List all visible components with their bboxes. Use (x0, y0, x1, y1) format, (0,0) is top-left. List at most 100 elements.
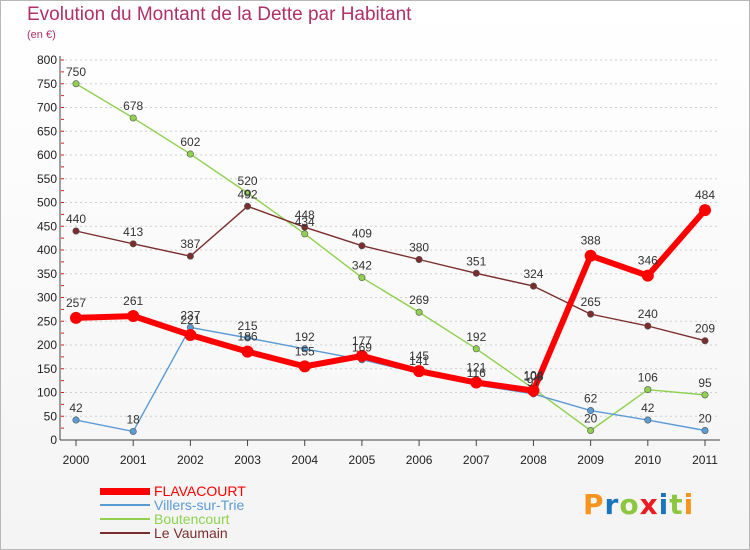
series-layer (70, 80, 711, 435)
data-label: 678 (123, 99, 143, 113)
data-label: 116 (467, 366, 486, 380)
y-tick-label: 700 (37, 101, 57, 115)
data-label: 186 (238, 330, 258, 344)
legend-label: Villers-sur-Trie (154, 497, 245, 513)
data-point (701, 391, 709, 399)
data-label: 221 (180, 313, 200, 327)
x-tick-label: 2009 (577, 453, 604, 467)
data-point (184, 329, 197, 342)
data-point (72, 80, 80, 88)
x-tick-label: 2007 (463, 453, 490, 467)
data-point (127, 310, 140, 323)
x-tick-label: 2002 (177, 453, 204, 467)
data-label: 750 (66, 65, 86, 79)
data-label: 104 (523, 369, 543, 383)
data-point (72, 227, 80, 235)
data-label: 434 (295, 215, 315, 229)
data-label: 42 (69, 401, 83, 415)
data-point (301, 345, 309, 353)
data-label: 492 (238, 187, 258, 201)
data-label: 42 (641, 401, 655, 415)
data-label: 215 (238, 319, 258, 333)
data-label: 440 (66, 212, 86, 226)
logo-letter: i (658, 488, 670, 521)
y-tick-label: 750 (37, 77, 57, 91)
y-tick-label: 50 (44, 409, 58, 423)
data-point (358, 242, 366, 250)
data-label: 20 (584, 412, 598, 426)
data-label: 108 (523, 370, 543, 384)
data-label: 387 (180, 237, 200, 251)
axis-layer: 0 50 100 150 200 250 300 350 400 450 500 550 600 650 7… (37, 53, 720, 467)
data-label: 602 (180, 135, 200, 149)
data-point (301, 230, 309, 238)
series-line (75, 83, 706, 432)
legend-swatch (100, 487, 150, 495)
data-point (701, 337, 709, 345)
y-tick-label: 450 (37, 219, 57, 233)
series-line (73, 207, 708, 394)
x-tick-label: 2011 (692, 453, 718, 467)
data-point (527, 384, 540, 397)
y-tick-label: 550 (37, 172, 57, 186)
y-tick-label: 350 (37, 267, 57, 281)
data-point (641, 269, 654, 282)
data-point (186, 150, 194, 158)
data-point (72, 416, 80, 424)
logo-letter: P (583, 488, 605, 521)
data-label: 346 (638, 254, 658, 268)
data-label: 324 (523, 267, 543, 281)
data-label: 209 (695, 322, 715, 336)
data-label: 97 (527, 375, 541, 389)
data-point (301, 223, 309, 231)
data-label: 342 (352, 259, 372, 273)
data-point (186, 252, 194, 260)
data-label: 484 (695, 188, 715, 202)
logo-letter: r (604, 488, 620, 521)
legend-swatch (100, 532, 150, 534)
data-point (415, 308, 423, 316)
x-tick-label: 2000 (63, 453, 90, 467)
data-label: 95 (698, 376, 712, 390)
legend-label: FLAVACOURT (154, 483, 246, 499)
data-label: 380 (409, 241, 429, 255)
data-point (587, 407, 595, 415)
data-point (358, 274, 366, 282)
legend-label: Boutencourt (154, 511, 230, 527)
x-tick-label: 2001 (120, 453, 147, 467)
data-label: 269 (409, 293, 429, 307)
x-tick-label: 2006 (406, 453, 433, 467)
y-tick-label: 400 (37, 243, 57, 257)
chart-subtitle: (en €) (27, 29, 56, 41)
y-tick-label: 650 (37, 124, 57, 138)
data-label: 413 (123, 225, 143, 239)
x-tick-label: 2005 (349, 453, 376, 467)
data-point (244, 334, 252, 342)
data-label: 265 (581, 295, 601, 309)
data-label: 169 (352, 341, 372, 355)
data-point (699, 204, 711, 217)
data-point (587, 426, 595, 434)
y-tick-label: 150 (37, 362, 57, 376)
y-tick-label: 800 (37, 53, 57, 67)
series-line (75, 205, 706, 342)
data-label: 121 (466, 361, 486, 375)
data-label: 145 (409, 349, 429, 363)
data-label: 192 (466, 330, 486, 344)
y-tick-label: 250 (37, 314, 57, 328)
data-point (241, 345, 254, 358)
data-label: 155 (295, 344, 315, 358)
data-point (298, 360, 311, 373)
logo-letter: x (639, 488, 659, 521)
data-label: 141 (409, 354, 429, 368)
data-label: 20 (698, 412, 712, 426)
data-point (244, 189, 252, 197)
legend-swatch (100, 518, 150, 520)
data-point (129, 114, 137, 122)
grid-layer (60, 59, 720, 417)
data-point (644, 416, 652, 424)
proxiti-logo: Proxiti (583, 488, 694, 521)
data-label: 62 (584, 392, 598, 406)
